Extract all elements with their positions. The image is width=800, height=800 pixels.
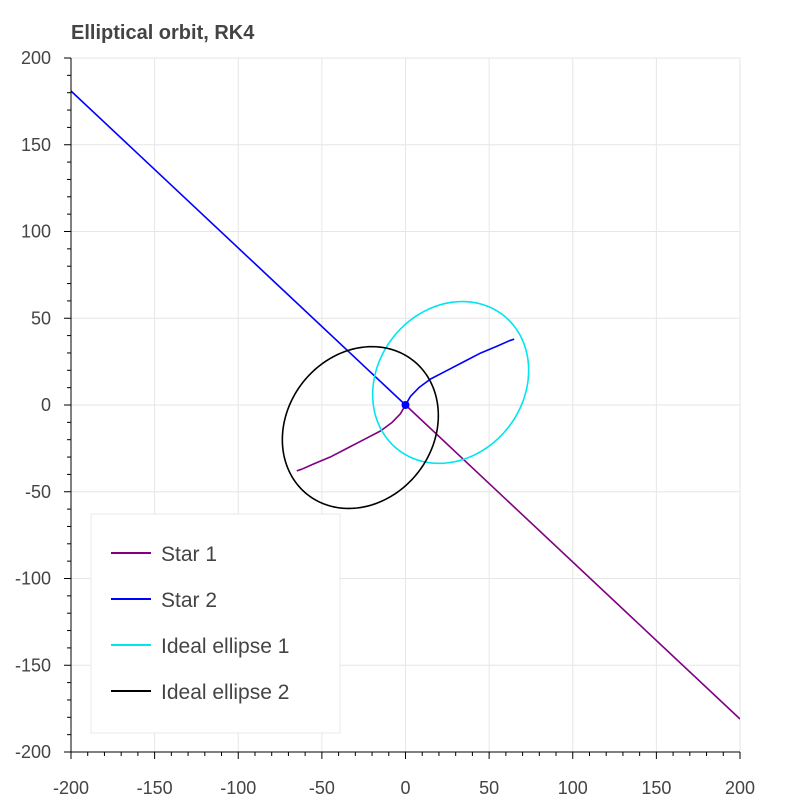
y-tick-label: -200: [15, 742, 51, 762]
legend-box: [90, 513, 341, 734]
series-star-1: [296, 404, 407, 472]
series-star-2: [71, 90, 407, 406]
series-star-2: [404, 338, 515, 406]
x-tick-label: 100: [558, 778, 588, 798]
y-tick-label: -150: [15, 655, 51, 675]
x-tick-label: 0: [400, 778, 410, 798]
series-ideal-ellipse-1: [371, 300, 530, 465]
x-tick-label: -100: [220, 778, 256, 798]
legend-label: Star 1: [161, 543, 217, 566]
center-marker: [401, 401, 410, 409]
y-tick-label: -100: [15, 569, 51, 589]
x-tick-label: 200: [725, 778, 755, 798]
axes: -200 -150 -100 -50 0 50 100 150 200 -200 -150 -100 -…: [15, 48, 755, 798]
series-ideal-ellipse-2: [281, 345, 440, 510]
legend-label: Ideal ellipse 2: [161, 681, 289, 704]
legend-label: Star 2: [161, 589, 217, 612]
x-tick-label: -150: [137, 778, 173, 798]
y-tick-label: -50: [25, 482, 51, 502]
y-tick-label: 200: [21, 48, 51, 68]
y-tick-label: 100: [21, 222, 51, 242]
series-star-1: [404, 404, 740, 720]
chart-title: Elliptical orbit, RK4: [71, 22, 255, 44]
y-tick-label: 150: [21, 135, 51, 155]
x-tick-label: 150: [641, 778, 671, 798]
x-tick-label: -50: [309, 778, 335, 798]
x-tick-label: -200: [53, 778, 89, 798]
y-tick-label: 0: [41, 395, 51, 415]
legend-label: Ideal ellipse 1: [161, 635, 289, 658]
plot-series: [71, 90, 740, 720]
legend: Star 1 Star 2 Ideal ellipse 1 Ideal ellipse…: [90, 513, 341, 734]
x-tick-label: 50: [479, 778, 499, 798]
y-tick-label: 50: [31, 308, 51, 328]
